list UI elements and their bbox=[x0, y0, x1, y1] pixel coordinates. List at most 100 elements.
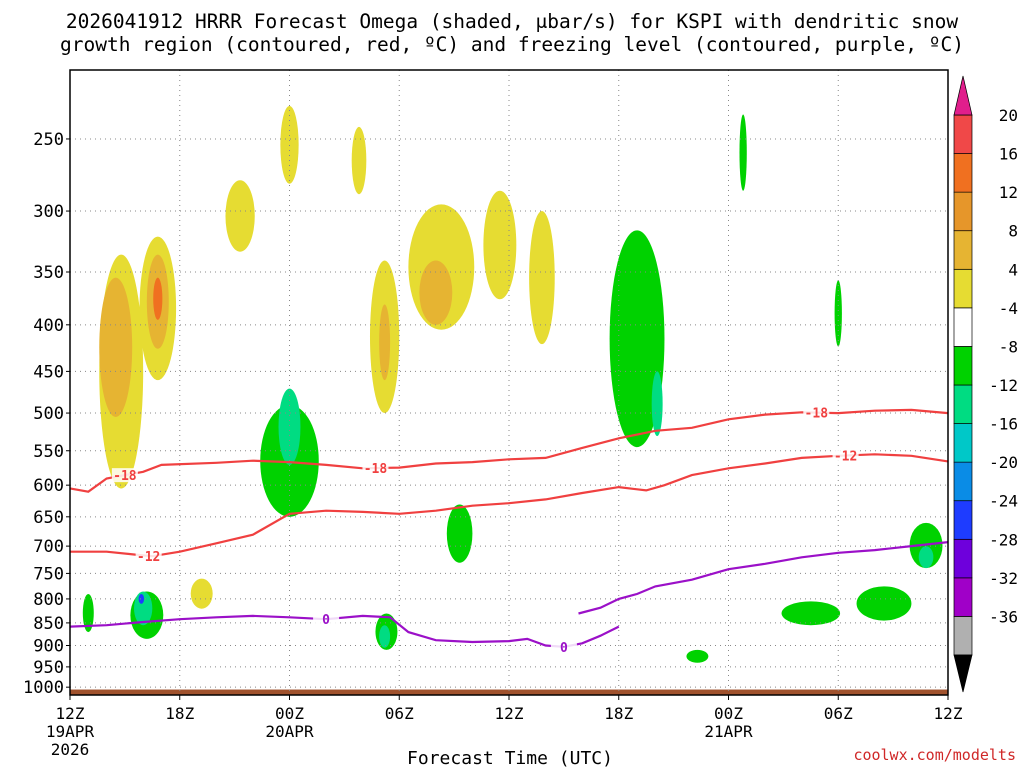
colorbar-band bbox=[953, 616, 973, 656]
x-tick-label: 12Z bbox=[934, 704, 963, 723]
contour-label-bg bbox=[803, 405, 830, 420]
y-tick-label: 800 bbox=[33, 590, 64, 610]
y-tick-label: 300 bbox=[33, 202, 64, 222]
colorbar-max-arrow bbox=[953, 75, 973, 116]
omega-region bbox=[739, 114, 747, 191]
colorbar-band bbox=[953, 384, 973, 424]
contour-label-bg bbox=[135, 548, 162, 563]
y-tick-label: 700 bbox=[33, 537, 64, 557]
colorbar-label: -12 bbox=[989, 376, 1018, 395]
omega-region bbox=[278, 388, 301, 465]
y-tick-label: 900 bbox=[33, 637, 64, 657]
colorbar-label: 16 bbox=[999, 145, 1018, 164]
contour-label: -18 bbox=[364, 462, 388, 477]
x-tick-label: 18Z bbox=[165, 704, 194, 723]
x-tick-label: 00Z bbox=[275, 704, 304, 723]
omega-region bbox=[379, 304, 391, 381]
colorbar-band bbox=[953, 577, 973, 617]
x-tick-label: 06Z bbox=[385, 704, 414, 723]
y-tick-label: 250 bbox=[33, 130, 64, 150]
colorbar-label: -32 bbox=[989, 569, 1018, 588]
contour-line bbox=[70, 453, 949, 558]
contour-label-bg bbox=[832, 448, 859, 463]
omega-region bbox=[686, 649, 709, 663]
omega-region bbox=[856, 586, 912, 621]
colorbar-band bbox=[953, 461, 973, 502]
colorbar-band bbox=[953, 538, 973, 579]
y-tick-label: 350 bbox=[33, 263, 64, 283]
colorbar-label: -28 bbox=[989, 530, 1018, 549]
colorbar-band bbox=[953, 230, 973, 270]
colorbar-band bbox=[953, 423, 973, 463]
omega-region bbox=[483, 190, 517, 300]
y-tick-label: 450 bbox=[33, 362, 64, 382]
omega-shading bbox=[82, 105, 943, 663]
omega-region bbox=[351, 126, 367, 195]
x-tick-date: 21APR bbox=[704, 722, 753, 741]
x-tick-label: 00Z bbox=[714, 704, 743, 723]
omega-region bbox=[280, 105, 299, 184]
x-tick-label: 06Z bbox=[824, 704, 853, 723]
colorbar-label: 12 bbox=[999, 183, 1018, 202]
y-tick-label: 950 bbox=[33, 658, 64, 678]
y-axis-ticks: 250 300 350 400 450 500 550 600 650 700 750 800 850 9… bbox=[23, 130, 70, 698]
contour-label: -12 bbox=[834, 449, 857, 464]
colorbar-min-arrow bbox=[953, 654, 973, 693]
x-tick-label: 12Z bbox=[495, 704, 524, 723]
x-tick-date: 20APR bbox=[265, 722, 314, 741]
colorbar-label: -16 bbox=[989, 415, 1018, 434]
omega-region bbox=[138, 593, 145, 604]
omega-region bbox=[529, 211, 555, 345]
x-axis-label: Forecast Time (UTC) bbox=[407, 748, 613, 768]
contour-label: 0 bbox=[322, 613, 330, 628]
colorbar-label: -4 bbox=[999, 299, 1018, 318]
contour-label: 0 bbox=[560, 641, 568, 656]
colorbar-label: -36 bbox=[989, 607, 1018, 626]
grid-lines bbox=[70, 70, 948, 695]
colorbar-label: 4 bbox=[1008, 260, 1018, 279]
y-tick-label: 400 bbox=[33, 316, 64, 336]
omega-region bbox=[446, 504, 473, 563]
colorbar-band bbox=[953, 500, 973, 540]
omega-region bbox=[609, 230, 665, 448]
omega-region bbox=[225, 180, 255, 252]
colorbar-label: 20 bbox=[999, 106, 1018, 125]
colorbar-band bbox=[953, 307, 973, 347]
omega-region bbox=[153, 277, 163, 320]
contour-label: -12 bbox=[137, 550, 160, 565]
colorbar-band bbox=[953, 153, 973, 193]
chart-title-line1: 2026041912 HRRR Forecast Omega (shaded, … bbox=[66, 10, 958, 33]
chart-title-line2: growth region (contoured, red, ºC) and f… bbox=[60, 33, 964, 56]
contour-label-bg bbox=[313, 612, 340, 627]
omega-region bbox=[918, 546, 934, 569]
colorbar-band bbox=[953, 268, 973, 309]
omega-region bbox=[99, 277, 133, 417]
y-tick-label: 650 bbox=[33, 508, 64, 528]
x-tick-year: 2026 bbox=[51, 740, 90, 759]
credit-link[interactable]: coolwx.com/modelts bbox=[853, 746, 1016, 764]
y-tick-label: 550 bbox=[33, 442, 64, 462]
y-tick-label: 500 bbox=[33, 404, 64, 424]
colorbar-label: -20 bbox=[989, 453, 1018, 472]
colorbar-label: 8 bbox=[1008, 222, 1018, 241]
colorbar: -36 -32 -28 -24 -20 -16 -12 -8 -4 4 8 12 16 20 bbox=[953, 75, 1018, 693]
contour-label-bg bbox=[362, 461, 389, 476]
x-tick-label: 18Z bbox=[604, 704, 633, 723]
contour-line bbox=[69, 408, 949, 493]
y-tick-label: 750 bbox=[33, 564, 64, 584]
ground-fill bbox=[70, 689, 948, 695]
colorbar-label: -8 bbox=[999, 337, 1018, 356]
y-tick-label: 850 bbox=[33, 614, 64, 634]
ground-strip bbox=[70, 689, 948, 695]
omega-region bbox=[419, 260, 453, 325]
x-tick-label: 12Z bbox=[56, 704, 85, 723]
y-tick-label: 600 bbox=[33, 476, 64, 496]
contour-label-bg bbox=[550, 639, 577, 654]
temperature-contours: -18 -18 -18 -12 -12 0 0 bbox=[69, 405, 949, 656]
omega-region bbox=[651, 371, 663, 437]
contour-label-bg bbox=[111, 468, 138, 483]
omega-region bbox=[781, 601, 841, 626]
contour-label: -18 bbox=[805, 407, 829, 422]
